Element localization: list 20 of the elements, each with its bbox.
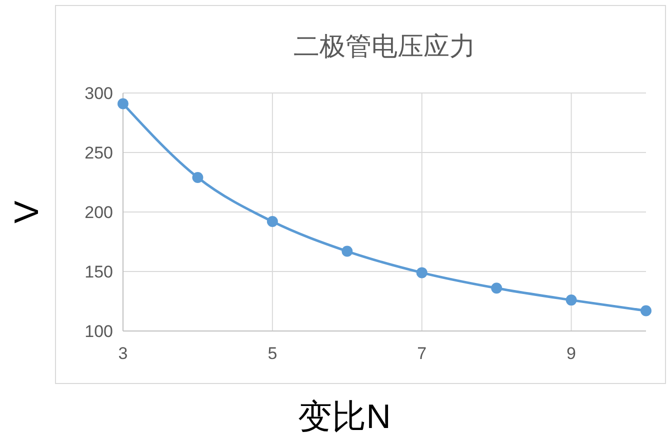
x-axis-title: 变比N — [298, 398, 391, 436]
point — [640, 305, 652, 316]
point — [118, 98, 128, 110]
point — [491, 282, 502, 294]
y-tick-label: 300 — [84, 84, 113, 103]
y-tick-label: 250 — [84, 143, 113, 162]
x-tick-label: 5 — [268, 344, 278, 363]
point — [266, 216, 278, 228]
x-tick-label: 9 — [566, 344, 576, 363]
y-axis-title: V — [8, 200, 46, 224]
point — [566, 294, 577, 306]
x-tick-label: 7 — [417, 344, 427, 363]
y-tick-label: 100 — [84, 322, 113, 341]
point — [192, 172, 204, 183]
point — [342, 246, 353, 257]
chart-title: 二极管电压应力 — [294, 31, 476, 61]
x-tick-label: 3 — [118, 344, 128, 363]
y-tick-label: 200 — [84, 202, 113, 222]
y-tick-label: 150 — [84, 262, 113, 282]
point — [416, 267, 428, 278]
